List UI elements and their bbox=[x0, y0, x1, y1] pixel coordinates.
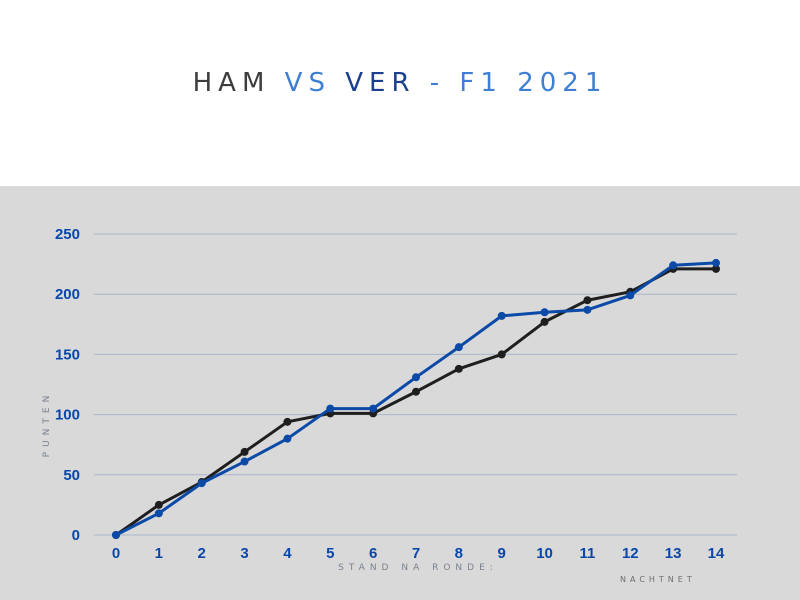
y-tick-label: 0 bbox=[72, 527, 80, 544]
data-point bbox=[326, 404, 335, 413]
data-point bbox=[583, 296, 592, 305]
x-axis-ticks: 0 1 2 3 4 5 6 7 8 9 10 11 12 13 14 bbox=[112, 545, 725, 562]
x-tick-label: 9 bbox=[498, 545, 506, 562]
data-point bbox=[583, 305, 592, 314]
data-point bbox=[412, 387, 420, 396]
data-point bbox=[712, 264, 720, 273]
x-tick-label: 2 bbox=[198, 545, 206, 562]
x-tick-label: 11 bbox=[579, 545, 595, 562]
y-tick-label: 100 bbox=[55, 407, 80, 424]
data-point bbox=[240, 447, 249, 456]
credit-text: NACHTNET bbox=[620, 575, 696, 584]
x-tick-label: 5 bbox=[326, 545, 334, 562]
gridlines bbox=[94, 233, 737, 536]
data-point bbox=[154, 509, 163, 518]
x-tick-label: 13 bbox=[665, 545, 682, 562]
data-point bbox=[454, 364, 463, 373]
x-tick-label: 10 bbox=[536, 545, 553, 562]
data-point bbox=[197, 479, 206, 488]
data-point bbox=[669, 261, 678, 270]
series-2 bbox=[112, 258, 720, 539]
x-tick-label: 1 bbox=[155, 545, 163, 562]
title-ham: HAM bbox=[192, 68, 285, 98]
y-tick-label: 250 bbox=[55, 226, 80, 243]
y-axis-label: PUNTEN bbox=[42, 391, 52, 458]
series-line bbox=[115, 267, 716, 537]
x-tick-label: 8 bbox=[455, 545, 463, 562]
x-tick-label: 0 bbox=[112, 545, 120, 562]
data-point bbox=[369, 404, 378, 413]
data-point bbox=[154, 500, 163, 509]
chart-title: HAM VS VER - F1 2021 bbox=[0, 68, 800, 98]
series-line bbox=[115, 261, 717, 537]
x-tick-label: 3 bbox=[240, 545, 248, 562]
data-point bbox=[626, 291, 635, 300]
x-tick-label: 7 bbox=[412, 545, 420, 562]
title-season: - F1 2021 bbox=[429, 68, 608, 98]
x-axis-label: STAND NA RONDE: bbox=[338, 563, 498, 573]
y-axis-ticks: 0 50 100 150 200 250 bbox=[55, 226, 80, 544]
data-point bbox=[412, 373, 420, 382]
data-point bbox=[497, 350, 506, 359]
x-tick-label: 4 bbox=[283, 545, 292, 562]
y-tick-label: 200 bbox=[55, 286, 80, 303]
x-tick-label: 14 bbox=[708, 545, 725, 562]
title-ver: VER bbox=[345, 68, 430, 98]
y-tick-label: 150 bbox=[55, 346, 80, 363]
data-point bbox=[540, 317, 549, 326]
data-point bbox=[240, 457, 249, 466]
x-tick-label: 6 bbox=[369, 545, 377, 562]
data-point bbox=[283, 434, 292, 443]
series-1 bbox=[112, 264, 720, 539]
x-tick-label: 12 bbox=[622, 545, 639, 562]
data-point bbox=[283, 417, 292, 426]
y-tick-label: 50 bbox=[63, 467, 80, 484]
chart-panel: 0 50 100 150 200 250 0 1 2 3 4 5 6 7 8 9 10 11 12 13 14 PUN… bbox=[0, 186, 800, 600]
series bbox=[112, 258, 720, 539]
data-point bbox=[454, 343, 463, 352]
data-point bbox=[497, 311, 506, 320]
title-vs: VS bbox=[284, 68, 346, 98]
data-point bbox=[540, 308, 549, 317]
data-point bbox=[712, 258, 720, 267]
data-point bbox=[112, 531, 120, 539]
